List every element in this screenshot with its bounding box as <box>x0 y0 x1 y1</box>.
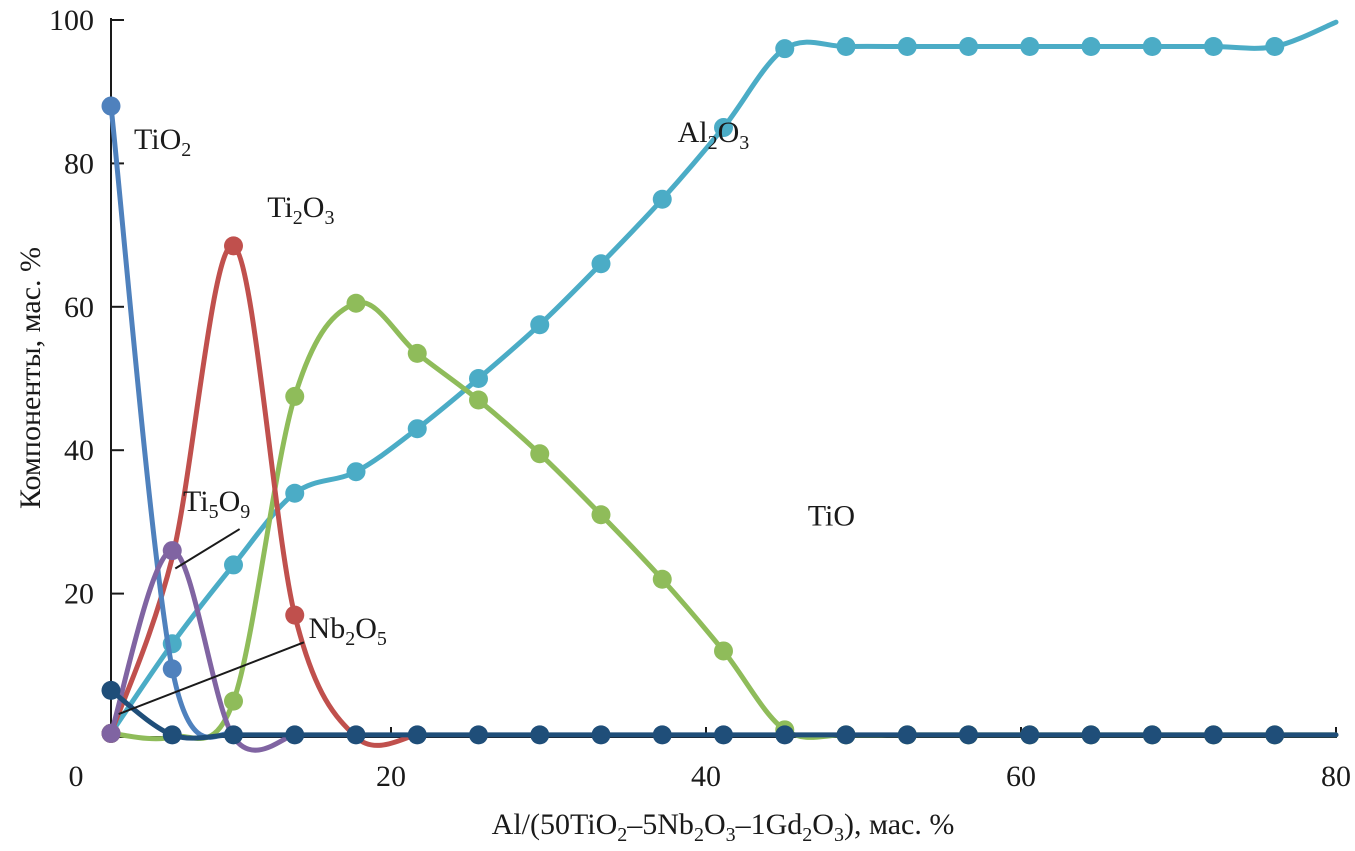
data-point-tio2 <box>101 96 121 116</box>
data-point-ti5o9 <box>101 723 121 743</box>
data-point-nb2o5 <box>1020 725 1040 745</box>
data-point-al2o3 <box>285 483 305 503</box>
series-line-ti2o3 <box>108 243 420 748</box>
series-layer <box>101 19 1339 753</box>
data-point-ti2o3 <box>285 605 305 625</box>
data-point-al2o3 <box>775 39 795 59</box>
data-point-nb2o5 <box>1265 725 1285 745</box>
data-point-tio <box>407 343 427 363</box>
leader-line-nb2o5 <box>118 641 305 715</box>
data-point-al2o3 <box>836 37 856 57</box>
data-point-nb2o5 <box>530 725 550 745</box>
data-point-al2o3 <box>224 555 243 575</box>
series-label-tio: TiO <box>808 499 855 532</box>
y-tick-label: 100 <box>49 4 94 37</box>
data-point-al2o3 <box>407 419 427 439</box>
series-label-tio2: TiO2 <box>134 123 191 161</box>
data-point-al2o3 <box>897 37 917 57</box>
data-point-al2o3 <box>1265 37 1285 57</box>
data-point-nb2o5 <box>1081 725 1101 745</box>
data-point-al2o3 <box>652 189 672 209</box>
data-point-nb2o5 <box>836 725 856 745</box>
data-point-nb2o5 <box>285 725 305 745</box>
data-point-nb2o5 <box>591 725 611 745</box>
y-tick-label: 80 <box>64 147 94 180</box>
series-line-ti5o9 <box>108 548 298 753</box>
y-tick-label: 20 <box>64 578 94 611</box>
series-tio <box>101 293 1339 745</box>
data-point-ti2o3 <box>224 236 243 256</box>
data-point-tio <box>714 641 733 661</box>
series-line-tio <box>108 299 1339 742</box>
data-point-nb2o5 <box>897 725 917 745</box>
x-tick-label: 0 <box>69 760 84 793</box>
data-point-al2o3 <box>1081 37 1101 57</box>
data-point-tio <box>224 691 243 711</box>
data-point-nb2o5 <box>959 725 978 745</box>
series-label-ti5o9: Ti5O9 <box>183 485 250 523</box>
x-tick-label: 20 <box>376 760 406 793</box>
data-point-tio <box>591 505 611 525</box>
data-point-nb2o5 <box>1142 725 1162 745</box>
data-point-ti5o9 <box>162 541 182 561</box>
series-nb2o5 <box>101 680 1339 745</box>
data-point-nb2o5 <box>714 725 733 745</box>
data-point-tio <box>469 390 488 410</box>
data-point-al2o3 <box>959 37 978 57</box>
series-label-al2o3: Al2O3 <box>678 116 750 154</box>
data-point-tio <box>346 293 366 313</box>
data-point-al2o3 <box>714 118 733 138</box>
data-point-al2o3 <box>1142 37 1162 57</box>
data-point-al2o3 <box>346 462 366 482</box>
data-point-tio <box>652 569 672 589</box>
data-point-tio <box>285 386 305 406</box>
series-tio2 <box>101 96 236 740</box>
axes: 20 40 60 80 100 0 20 40 60 80 Al/(50TiO2–5Nb2O3–1G… <box>14 4 1351 846</box>
series-ti5o9 <box>101 541 298 753</box>
data-point-tio <box>530 444 550 464</box>
data-point-tio2 <box>162 659 182 679</box>
data-point-al2o3 <box>469 369 488 388</box>
data-point-nb2o5 <box>652 725 672 745</box>
series-label-nb2o5: Nb2O5 <box>309 612 387 650</box>
x-tick-label: 40 <box>691 760 721 793</box>
data-point-al2o3 <box>1204 37 1223 57</box>
data-point-nb2o5 <box>224 725 243 745</box>
data-point-al2o3 <box>591 254 611 274</box>
series-label-ti2o3: Ti2O3 <box>267 191 334 229</box>
data-point-nb2o5 <box>775 725 795 745</box>
y-axis-title: Компоненты, мас. % <box>14 247 47 509</box>
data-point-nb2o5 <box>469 725 488 745</box>
x-axis-title: Al/(50TiO2–5Nb2O3–1Gd2O3), мас. % <box>492 808 955 846</box>
data-point-nb2o5 <box>162 725 182 745</box>
data-point-al2o3 <box>1020 37 1040 57</box>
x-tick-label: 60 <box>1006 760 1036 793</box>
x-tick-label: 80 <box>1321 760 1351 793</box>
data-point-nb2o5 <box>346 725 366 745</box>
leader-line-ti5o9 <box>174 528 241 570</box>
data-point-al2o3 <box>530 315 550 335</box>
label-layer: Al2O3 TiO Ti2O3 TiO2 Ti5O9 Nb2O5 <box>118 116 855 715</box>
data-point-nb2o5 <box>1204 725 1223 745</box>
y-tick-label: 40 <box>64 434 94 467</box>
y-tick-label: 60 <box>64 291 94 324</box>
series-al2o3 <box>101 19 1339 743</box>
data-point-nb2o5 <box>101 680 121 700</box>
data-point-nb2o5 <box>407 725 427 745</box>
